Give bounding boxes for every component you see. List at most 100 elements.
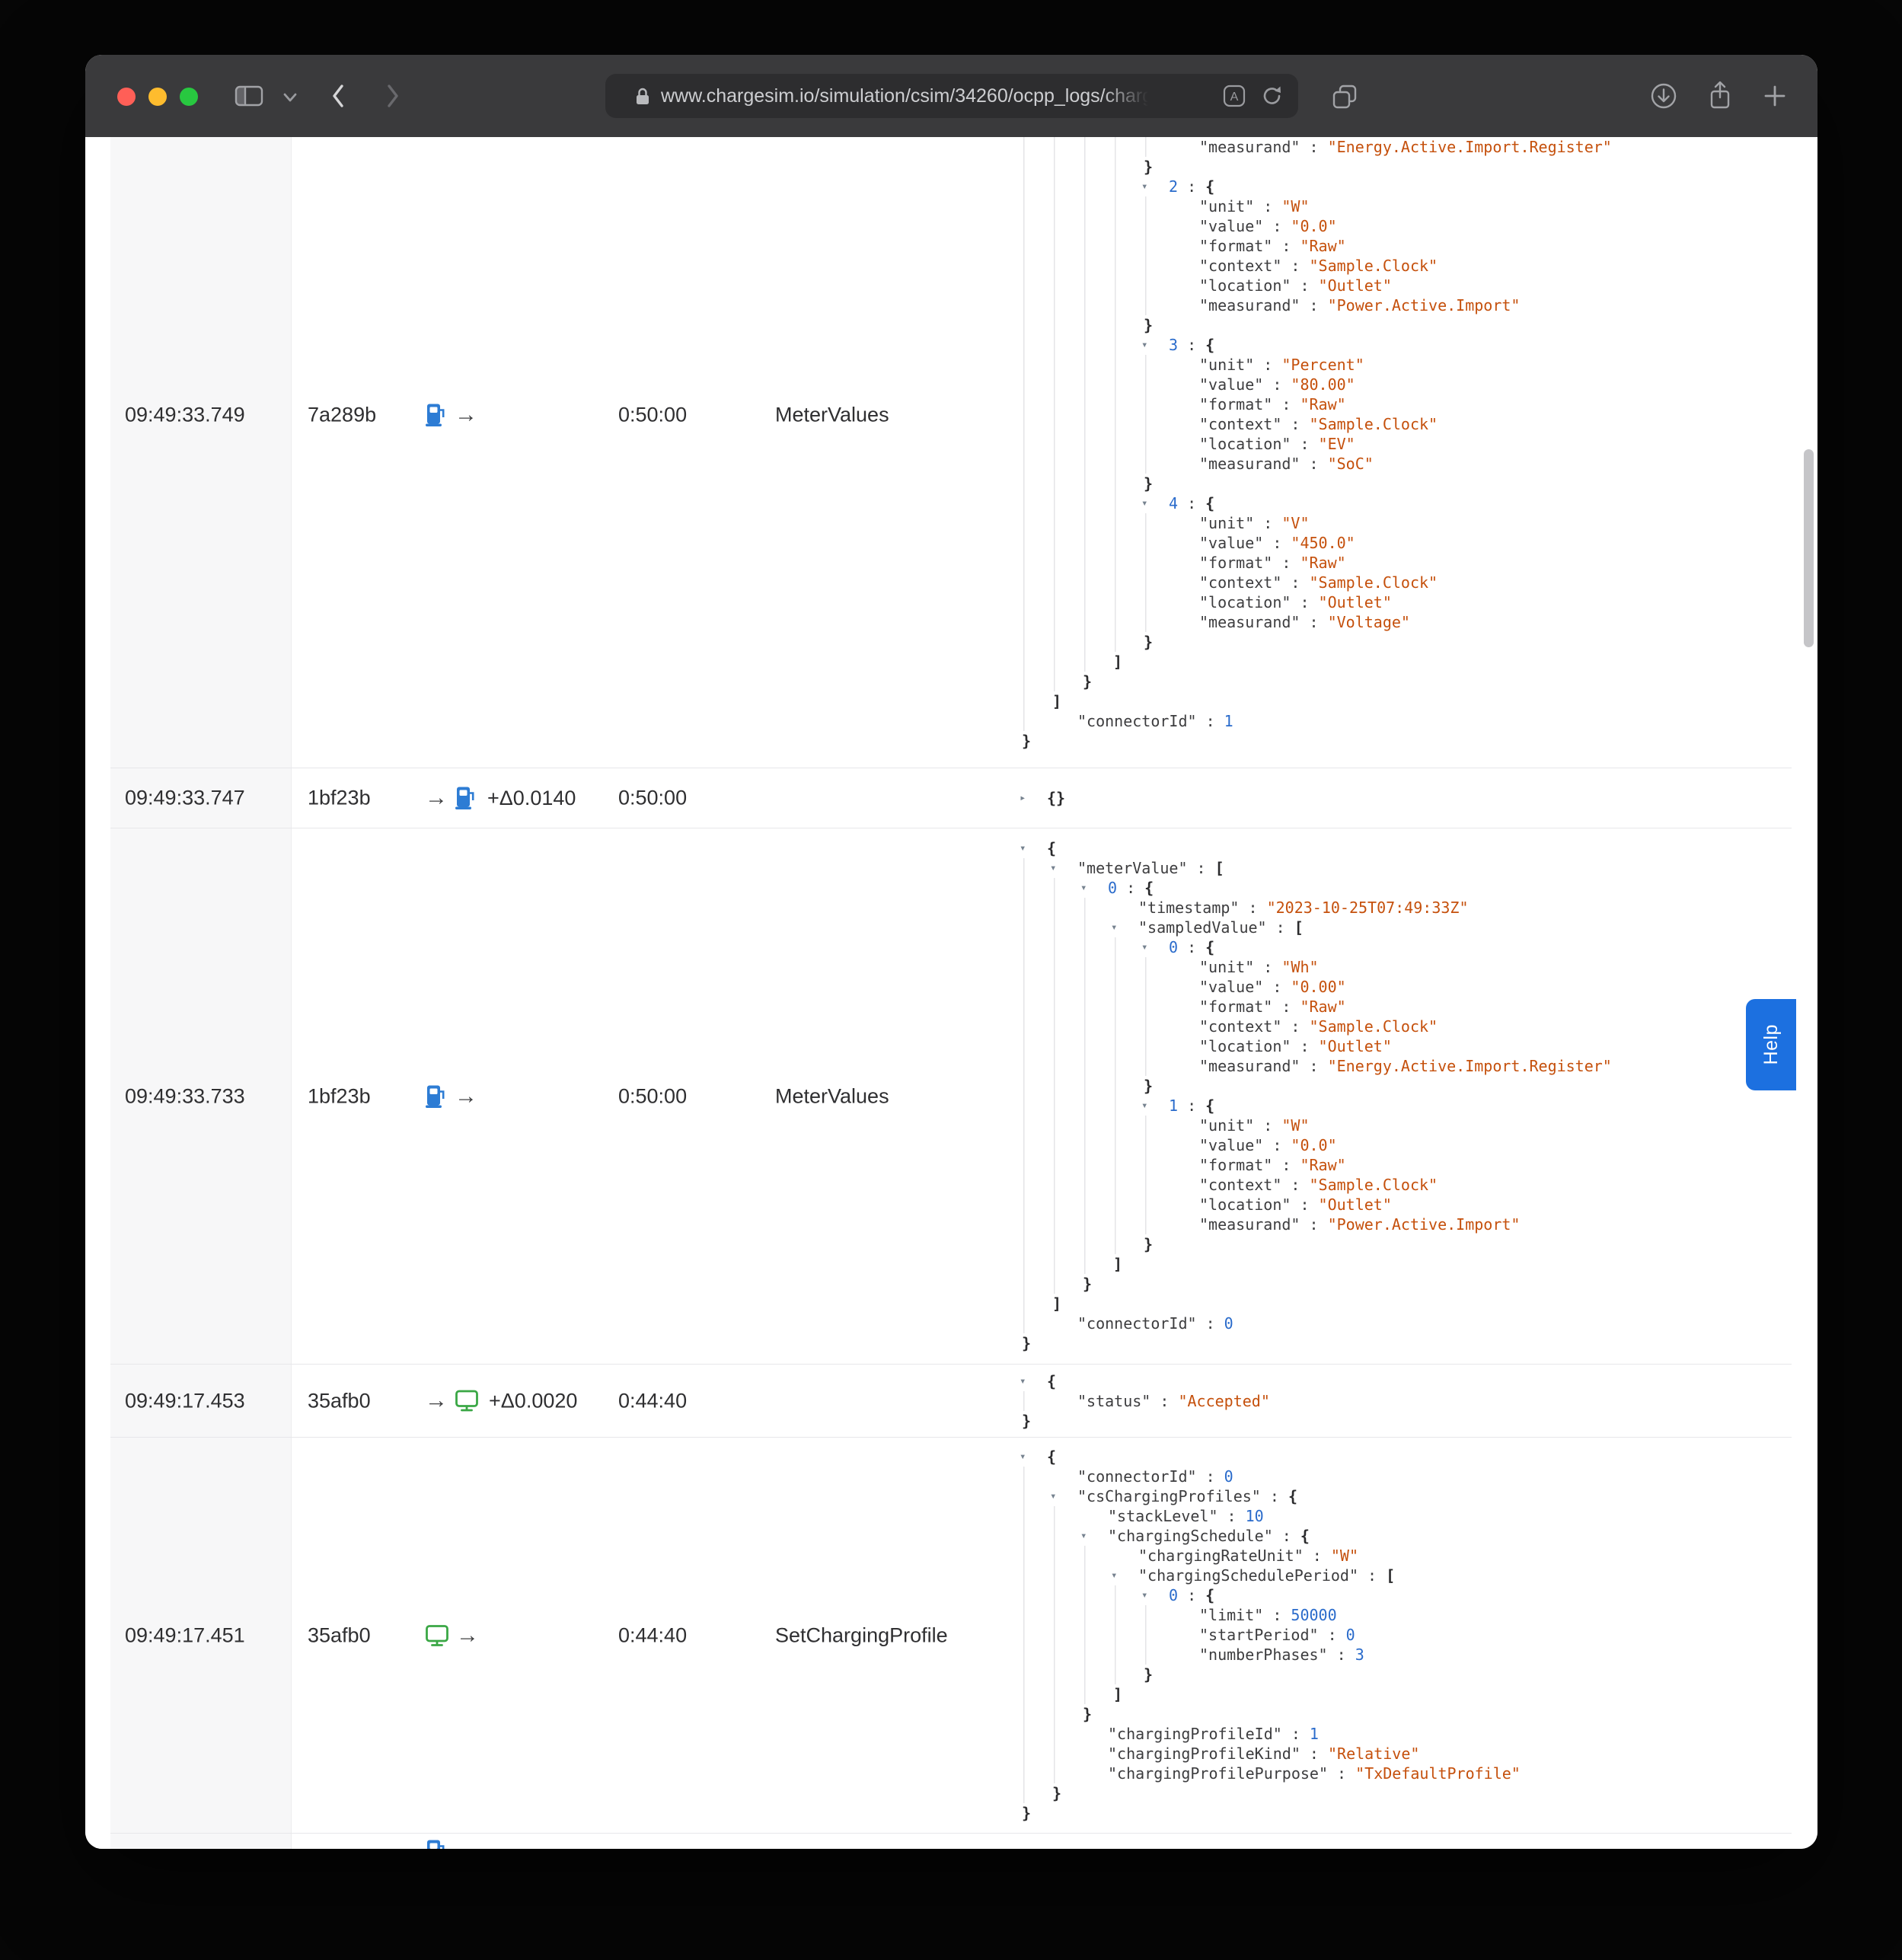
- tab-overview-button[interactable]: [1331, 83, 1358, 110]
- indent-guide: [1138, 236, 1169, 256]
- direction-arrow-icon: →: [456, 1622, 479, 1648]
- expander-spacer: [1047, 1467, 1077, 1486]
- action-name: MeterValues: [775, 1084, 889, 1107]
- zoom-window-button[interactable]: [180, 88, 198, 106]
- indent-guide: [1047, 315, 1077, 335]
- json-line: }: [1016, 315, 1612, 335]
- indent-guide: [1016, 1585, 1047, 1605]
- indent-guide: [1047, 1585, 1077, 1605]
- forward-button[interactable]: [384, 82, 402, 110]
- indent-guide: [1016, 513, 1047, 533]
- direction-cell: →: [425, 1839, 477, 1849]
- collapse-expander-icon[interactable]: ▾: [1050, 862, 1057, 874]
- expander-spacer: [1169, 533, 1199, 553]
- indent-guide: [1047, 196, 1077, 216]
- collapse-expander-icon[interactable]: ▾: [1141, 1589, 1148, 1601]
- collapse-expander-icon[interactable]: ▾: [1020, 1375, 1026, 1387]
- indent-guide: [1047, 1076, 1077, 1096]
- collapse-expander-icon[interactable]: ▾: [1020, 842, 1026, 854]
- collapse-expander-icon[interactable]: ▾: [1141, 497, 1148, 509]
- indent-guide: [1108, 434, 1138, 454]
- collapse-expander-icon[interactable]: ▾: [1111, 1569, 1118, 1582]
- expander-spacer: [1169, 276, 1199, 295]
- indent-guide: [1016, 672, 1047, 691]
- new-tab-button[interactable]: [1761, 82, 1789, 112]
- indent-guide: [1077, 157, 1108, 177]
- indent-guide: [1047, 1017, 1077, 1036]
- translate-icon[interactable]: A: [1222, 84, 1246, 108]
- indent-guide: [1077, 918, 1108, 937]
- indent-guide: [1108, 157, 1138, 177]
- expand-expander-icon[interactable]: ▸: [1020, 792, 1026, 804]
- indent-guide: [1077, 957, 1108, 977]
- collapse-expander-icon[interactable]: ▾: [1141, 941, 1148, 953]
- share-button[interactable]: [1706, 80, 1734, 114]
- downloads-button[interactable]: [1648, 81, 1679, 113]
- json-tokens: "connectorId" : 0: [1077, 1314, 1233, 1333]
- json-line: "context" : "Sample.Clock": [1016, 414, 1612, 434]
- address-bar[interactable]: www.chargesim.io/simulation/csim/34260/o…: [605, 74, 1298, 118]
- json-line: ▾ 4 : {: [1016, 493, 1612, 513]
- help-tab-button[interactable]: Help: [1746, 999, 1796, 1090]
- indent-guide: [1077, 573, 1108, 592]
- json-tokens: "connectorId" : 1: [1077, 712, 1233, 730]
- indent-guide: [1016, 1076, 1047, 1096]
- indent-guide: [1047, 1764, 1077, 1783]
- json-line: ▾ 0 : {: [1016, 1585, 1521, 1605]
- indent-guide: [1077, 1116, 1108, 1135]
- collapse-expander-icon[interactable]: ▾: [1080, 882, 1087, 894]
- json-tokens: 0 : {: [1108, 879, 1154, 897]
- sidebar-expand-button[interactable]: [282, 91, 298, 104]
- expander-spacer: [1169, 1155, 1199, 1175]
- json-tokens: }: [1144, 1235, 1154, 1253]
- back-button[interactable]: [329, 82, 347, 110]
- indent-guide: [1047, 216, 1077, 236]
- json-line: }: [1016, 474, 1612, 493]
- collapse-expander-icon[interactable]: ▾: [1141, 339, 1148, 351]
- indent-guide: [1047, 493, 1077, 513]
- collapse-expander-icon[interactable]: ▾: [1141, 1100, 1148, 1112]
- message-id: 7a289b: [308, 403, 377, 426]
- log-row: →: [110, 1834, 1792, 1849]
- indent-guide: [1077, 553, 1108, 573]
- json-tokens: }: [1052, 1784, 1062, 1802]
- indent-guide: [1138, 1645, 1169, 1665]
- json-tokens: "chargingRateUnit" : "W": [1138, 1547, 1358, 1565]
- collapse-expander-icon[interactable]: ▾: [1141, 180, 1148, 193]
- scrollbar-thumb[interactable]: [1804, 449, 1814, 647]
- indent-guide: [1047, 612, 1077, 632]
- json-line: "connectorId" : 1: [1016, 711, 1612, 731]
- indent-guide: [1047, 1605, 1077, 1625]
- indent-guide: [1108, 315, 1138, 335]
- indent-guide: [1077, 612, 1108, 632]
- expander-spacer: [1169, 612, 1199, 632]
- indent-guide: [1108, 1116, 1138, 1135]
- close-window-button[interactable]: [117, 88, 136, 106]
- collapse-expander-icon[interactable]: ▾: [1111, 921, 1118, 934]
- indent-guide: [1016, 1704, 1047, 1724]
- json-line: "location" : "Outlet": [1016, 276, 1612, 295]
- duration: 0:50:00: [618, 403, 688, 426]
- indent-guide: [1047, 533, 1077, 553]
- reload-icon[interactable]: [1260, 84, 1284, 108]
- collapse-expander-icon[interactable]: ▾: [1080, 1530, 1087, 1542]
- indent-guide: [1108, 295, 1138, 315]
- indent-guide: [1077, 898, 1108, 918]
- indent-guide: [1047, 553, 1077, 573]
- indent-guide: [1047, 454, 1077, 474]
- sidebar-toggle-button[interactable]: [235, 84, 263, 108]
- collapse-expander-icon[interactable]: ▾: [1020, 1451, 1026, 1463]
- json-line: }: [1016, 672, 1612, 691]
- indent-guide: [1016, 137, 1047, 157]
- json-tokens: "measurand" : "Energy.Active.Import.Regi…: [1199, 138, 1612, 156]
- json-line: "status" : "Accepted": [1016, 1391, 1270, 1411]
- log-row: 09:49:33.749 7a289b → 0:50:00 MeterValues "me…: [110, 137, 1792, 768]
- indent-guide: [1077, 434, 1108, 454]
- collapse-expander-icon[interactable]: ▾: [1050, 1490, 1057, 1502]
- indent-guide: [1016, 937, 1047, 957]
- indent-guide: [1077, 216, 1108, 236]
- indent-guide: [1047, 1274, 1077, 1294]
- json-line: "measurand" : "Voltage": [1016, 612, 1612, 632]
- minimize-window-button[interactable]: [148, 88, 167, 106]
- indent-guide: [1016, 1605, 1047, 1625]
